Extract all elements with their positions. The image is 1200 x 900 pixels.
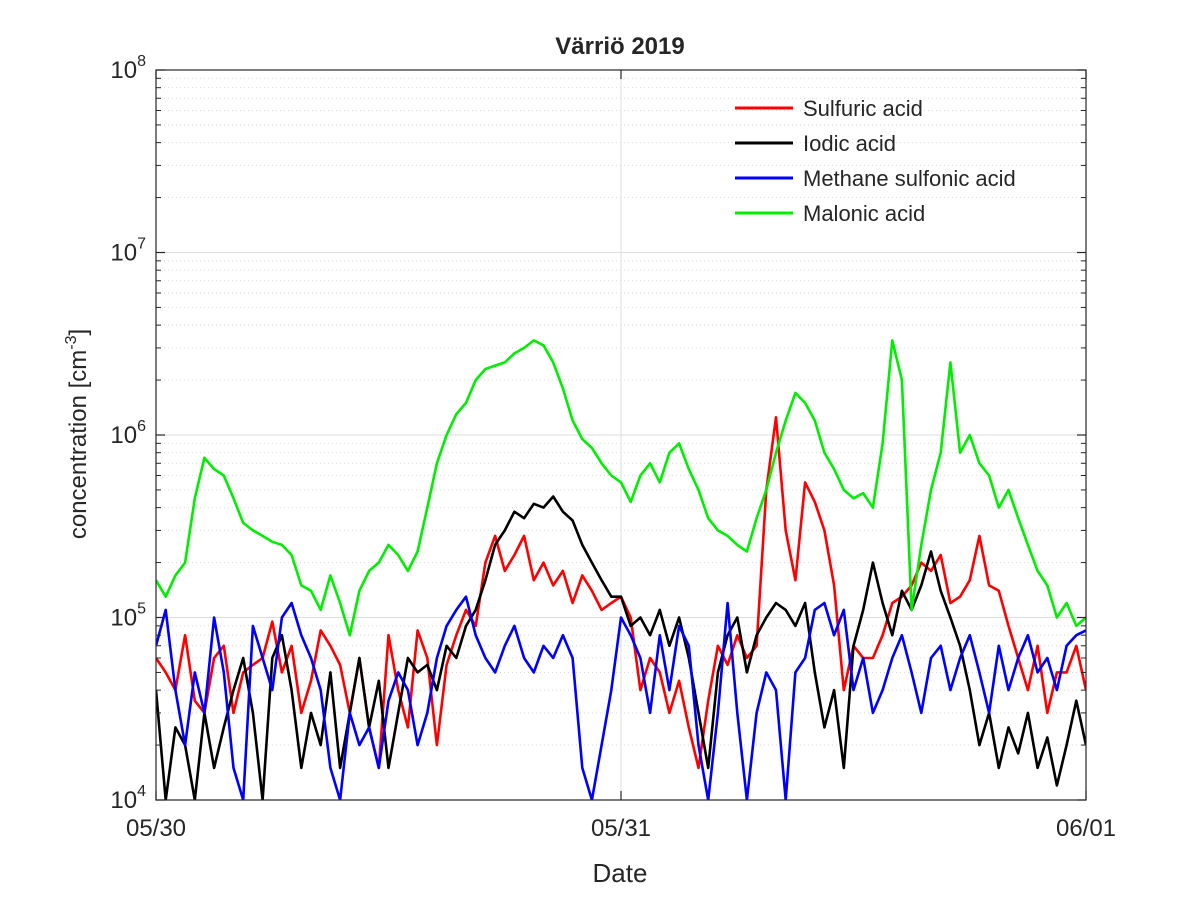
- x-tick-label: 06/01: [1056, 815, 1116, 842]
- y-tick-exponent: 4: [137, 783, 146, 800]
- y-axis-label-superscript: -3: [63, 335, 80, 349]
- series-layer: [156, 339, 1086, 800]
- y-axis-label-suffix: ]: [65, 329, 92, 336]
- axes-layer: [155, 69, 1087, 801]
- x-axis-label: Date: [593, 858, 648, 888]
- x-tick-label: 05/31: [591, 815, 651, 842]
- legend-label-3: Methane sulfonic acid: [803, 166, 1016, 191]
- y-tick-base: 10: [110, 605, 137, 632]
- x-tick-label: 05/30: [126, 815, 186, 842]
- series-line-4: [156, 339, 1086, 637]
- legend-label-1: Sulfuric acid: [803, 96, 923, 121]
- y-tick-base: 10: [110, 240, 137, 267]
- chart-title: Värriö 2019: [555, 33, 684, 60]
- y-tick-label: 105: [110, 601, 146, 632]
- y-tick-exponent: 8: [137, 53, 146, 70]
- y-tick-label: 108: [110, 53, 146, 84]
- y-tick-label: 107: [110, 236, 146, 267]
- y-axis-label: concentration [cm-3]: [63, 329, 92, 539]
- plot-area: [156, 339, 1086, 800]
- y-tick-exponent: 7: [137, 236, 146, 253]
- y-tick-exponent: 6: [137, 418, 146, 435]
- y-tick-base: 10: [110, 422, 137, 449]
- y-tick-label: 104: [110, 783, 146, 814]
- series-line-3: [156, 595, 1086, 800]
- y-tick-exponent: 5: [137, 601, 146, 618]
- y-tick-base: 10: [110, 57, 137, 84]
- legend-label-4: Malonic acid: [803, 201, 925, 226]
- y-tick-base: 10: [110, 787, 137, 814]
- legend-label-2: Iodic acid: [803, 131, 896, 156]
- y-axis-label-main: concentration [cm: [65, 350, 92, 539]
- series-line-2: [156, 495, 1086, 800]
- y-tick-label: 106: [110, 418, 146, 449]
- legend: Sulfuric acid Iodic acid Methane sulfonic …: [735, 96, 1016, 226]
